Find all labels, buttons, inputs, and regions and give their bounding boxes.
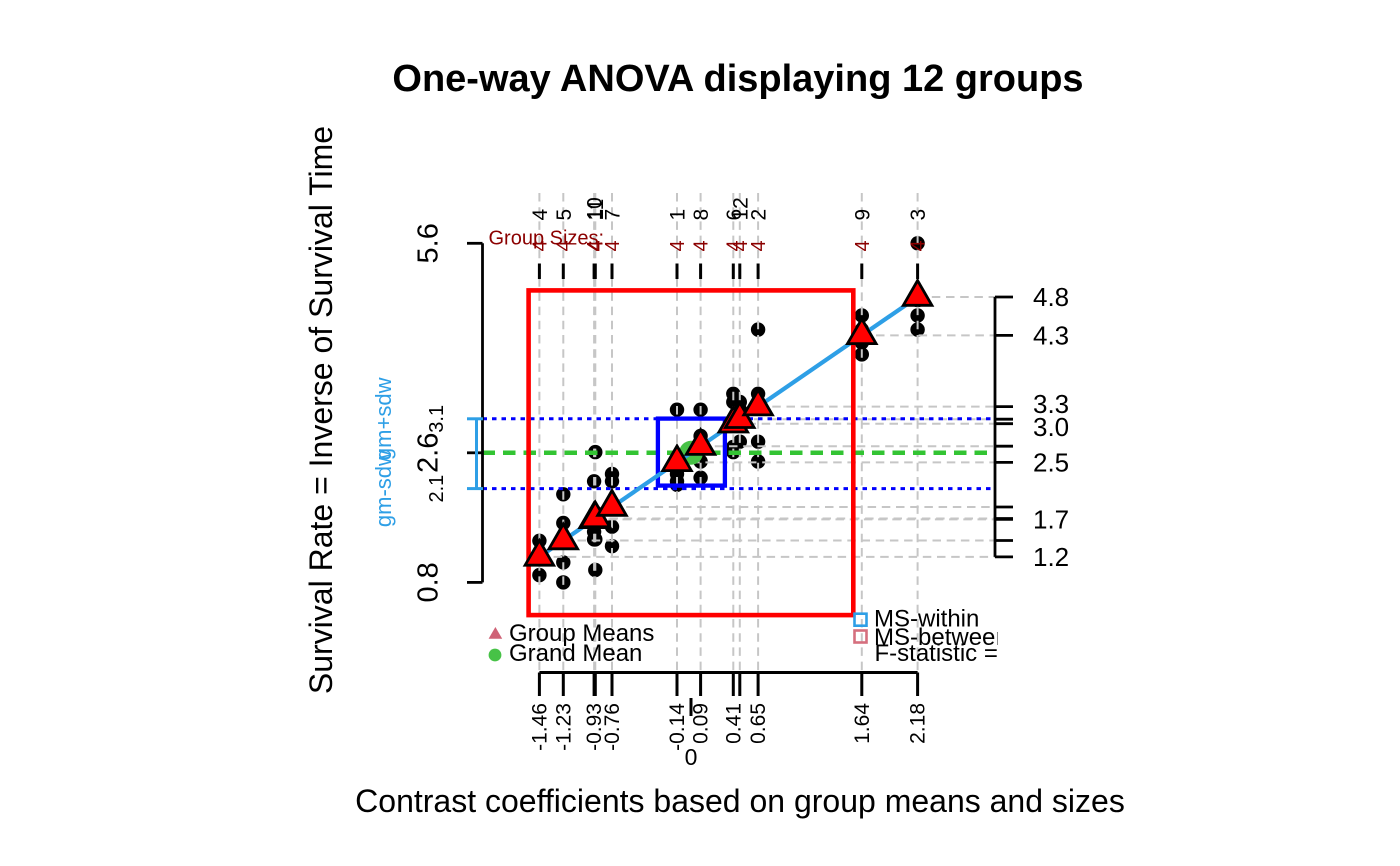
svg-text:10: 10 bbox=[584, 197, 607, 220]
svg-text:gm-sdw: gm-sdw bbox=[371, 450, 396, 527]
svg-text:1.7: 1.7 bbox=[1033, 504, 1069, 534]
svg-text:4: 4 bbox=[602, 240, 624, 251]
svg-text:Survival Rate = Inverse of Sur: Survival Rate = Inverse of Survival Time bbox=[303, 126, 339, 694]
svg-text:-1.23: -1.23 bbox=[552, 703, 575, 751]
svg-text:1: 1 bbox=[667, 209, 690, 221]
svg-text:4: 4 bbox=[723, 240, 745, 251]
svg-text:4: 4 bbox=[667, 240, 689, 251]
svg-text:5.6: 5.6 bbox=[413, 223, 445, 263]
svg-text:3.3: 3.3 bbox=[1033, 389, 1069, 419]
svg-text:4: 4 bbox=[529, 209, 552, 221]
svg-text:0.8: 0.8 bbox=[413, 562, 445, 602]
svg-text:-0.93: -0.93 bbox=[583, 703, 606, 751]
svg-text:3.0: 3.0 bbox=[1033, 412, 1069, 442]
svg-text:4: 4 bbox=[553, 240, 575, 251]
svg-text:gm+sdw: gm+sdw bbox=[371, 377, 396, 460]
svg-text:4: 4 bbox=[584, 240, 606, 251]
svg-text:0: 0 bbox=[685, 744, 698, 770]
svg-text:12: 12 bbox=[729, 197, 752, 220]
svg-text:7: 7 bbox=[602, 209, 625, 221]
svg-text:One-way ANOVA displaying 12 gr: One-way ANOVA displaying 12 groups bbox=[392, 58, 1083, 100]
svg-text:4.3: 4.3 bbox=[1033, 320, 1069, 350]
svg-text:5: 5 bbox=[553, 209, 576, 221]
svg-text:0.65: 0.65 bbox=[747, 703, 770, 744]
svg-text:1.2: 1.2 bbox=[1033, 542, 1069, 572]
svg-text:2: 2 bbox=[748, 209, 771, 221]
svg-text:3: 3 bbox=[907, 209, 930, 221]
svg-text:2.1: 2.1 bbox=[426, 475, 448, 503]
svg-text:Group Sizes:: Group Sizes: bbox=[489, 228, 605, 250]
svg-text:4: 4 bbox=[852, 240, 874, 251]
svg-text:4.8: 4.8 bbox=[1033, 282, 1069, 312]
svg-text:1.64: 1.64 bbox=[851, 703, 874, 744]
svg-text:Group Means: Group Means bbox=[509, 620, 654, 647]
svg-text:6: 6 bbox=[723, 209, 746, 221]
svg-text:4: 4 bbox=[529, 240, 551, 251]
svg-text:2.6: 2.6 bbox=[413, 433, 445, 473]
svg-text:2.18: 2.18 bbox=[907, 703, 930, 744]
svg-text:4: 4 bbox=[730, 240, 752, 251]
svg-text:-1.46: -1.46 bbox=[528, 703, 551, 751]
svg-text:4: 4 bbox=[908, 240, 930, 251]
svg-text:0.41: 0.41 bbox=[722, 703, 745, 744]
svg-text:-0.76: -0.76 bbox=[601, 703, 624, 751]
svg-text:-0.14: -0.14 bbox=[666, 703, 689, 751]
svg-text:Grand Mean: Grand Mean bbox=[509, 640, 642, 667]
svg-text:9: 9 bbox=[851, 209, 874, 221]
svg-text:Contrast coefficients based on: Contrast coefficients based on group mea… bbox=[355, 783, 1125, 819]
svg-text:4: 4 bbox=[691, 240, 713, 251]
svg-text:4: 4 bbox=[748, 240, 770, 251]
svg-text:F-statistic = 21.22: F-statistic = 21.22 bbox=[875, 640, 1065, 667]
svg-text:4: 4 bbox=[585, 240, 607, 251]
svg-text:0.09: 0.09 bbox=[690, 703, 713, 744]
svg-text:8: 8 bbox=[690, 209, 713, 221]
svg-text:MS-between = 5.17: MS-between = 5.17 bbox=[874, 624, 1083, 651]
svg-text:MS-within: MS-within bbox=[874, 606, 979, 633]
svg-text:11: 11 bbox=[585, 199, 608, 221]
svg-text:3.1: 3.1 bbox=[426, 405, 448, 433]
svg-text:2.5: 2.5 bbox=[1033, 447, 1069, 477]
